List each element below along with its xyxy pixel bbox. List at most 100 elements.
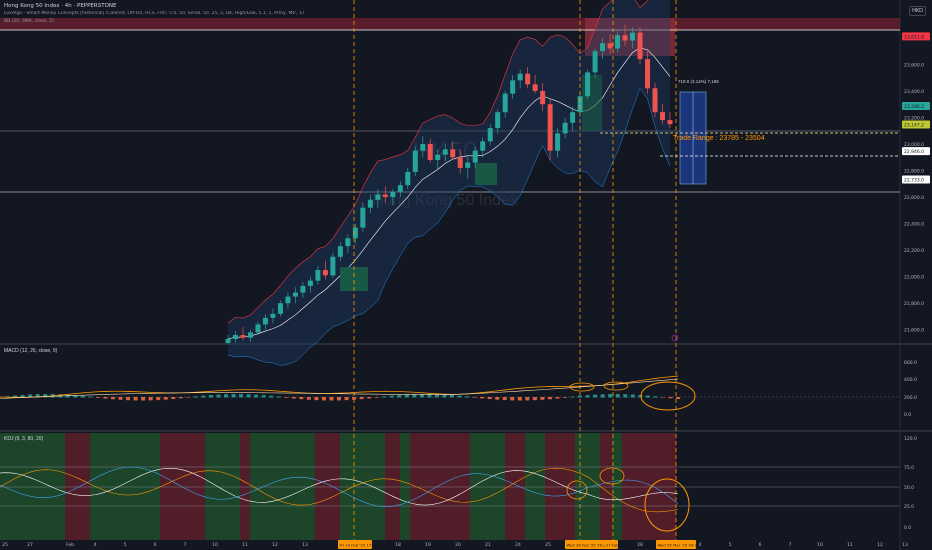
time-highlight-label: Fri 14 Feb '25 17:00: [340, 543, 378, 548]
macd-histogram-bar: [352, 397, 357, 400]
macd-histogram-bar: [269, 395, 274, 398]
candle-body: [405, 171, 411, 186]
macd-group: [0, 375, 680, 401]
macd-histogram-bar: [201, 395, 206, 398]
kdj-zone-stripe: [622, 433, 630, 540]
event-lines: [353, 0, 677, 540]
kdj-zone-stripe: [90, 433, 160, 540]
candle-body: [300, 285, 306, 293]
time-tick-label: 12: [272, 542, 278, 548]
macd-histogram-bar: [133, 397, 138, 401]
time-highlight-label: Wed 05 Mar '25 09:00: [658, 543, 701, 548]
macd-histogram-bar: [638, 394, 643, 398]
macd-histogram-bar: [585, 395, 590, 398]
candle-body: [510, 80, 516, 94]
candle-body: [562, 122, 568, 134]
time-tick-label: 13: [902, 542, 908, 548]
candle-body: [652, 88, 658, 113]
order-block-bull: [475, 163, 497, 185]
candle-body: [352, 227, 358, 239]
highlight-circle: [640, 381, 696, 411]
kdj-line: [0, 466, 679, 507]
candle-body: [360, 207, 366, 228]
macd-histogram-bar: [329, 397, 334, 401]
macd-histogram-bar: [299, 397, 304, 400]
time-tick-label: 12: [877, 542, 883, 548]
candle-body: [630, 32, 636, 41]
premium-zone-box: [585, 18, 675, 56]
time-highlight-label: Thu 27 Feb '25 09:00: [597, 543, 639, 548]
kdj-zone-stripe: [505, 433, 525, 540]
kdj-zone-stripe: [205, 433, 240, 540]
candle-body: [637, 32, 643, 60]
macd-histogram-bar: [246, 394, 251, 398]
time-tick-label: 5: [729, 542, 732, 548]
price-tick-label: 23,200.0: [904, 115, 924, 121]
time-tick-label: 6: [759, 542, 762, 548]
macd-histogram-bar: [578, 395, 583, 398]
candle-body: [615, 35, 621, 49]
time-highlight-label: Wed 26 Feb '25: [567, 543, 597, 548]
trade-range-label: Trade Range : 23785 - 23504: [673, 135, 765, 142]
bb-lower: [227, 87, 671, 366]
kdj-label: KDJ (9, 3, 80, 20): [4, 436, 44, 442]
candle-body: [262, 317, 268, 325]
macd-tick-label: 400.0: [904, 377, 917, 383]
candle-body: [270, 313, 276, 318]
highlight-circle: [566, 480, 588, 500]
price-tick-label: 23,000.0: [904, 142, 924, 148]
candle-body: [367, 199, 373, 208]
macd-line: [0, 375, 679, 398]
kdj-zone-stripe: [0, 433, 65, 540]
macd-histogram-bar: [28, 394, 33, 398]
time-tick-label: 5: [124, 542, 127, 548]
macd-histogram-bar: [374, 397, 379, 398]
time-tick-label: 25: [545, 542, 551, 548]
candle-body: [450, 149, 456, 158]
candle-body: [307, 280, 313, 286]
kdj-zone-stripe: [470, 433, 505, 540]
candle-body: [532, 84, 538, 91]
candle-body: [472, 150, 478, 163]
time-tick-label: 19: [425, 542, 431, 548]
time-tick-label: 4: [699, 542, 702, 548]
macd-histogram-bar: [337, 397, 341, 401]
candle-body: [487, 128, 493, 142]
time-tick-label: 6: [154, 542, 157, 548]
macd-histogram-bar: [457, 395, 462, 398]
time-highlight-badge: [596, 540, 618, 549]
price-tick-label: 22,400.0: [904, 222, 924, 228]
kdj-zone-stripe: [385, 433, 400, 540]
macd-histogram-bar: [20, 394, 25, 398]
bb-legend: BB (20, SMA, close, 2): [4, 19, 54, 24]
price-badge: [902, 120, 930, 129]
macd-histogram-bar: [13, 395, 18, 398]
macd-histogram-bar: [547, 397, 552, 400]
time-tick-label: 20: [455, 542, 461, 548]
time-tick-label: 11: [847, 542, 853, 548]
macd-histogram-bar: [186, 397, 191, 398]
currency-badge[interactable]: HKD: [909, 6, 926, 16]
macd-histogram-bar: [563, 397, 567, 398]
macd-histogram-bar: [276, 396, 281, 398]
kdj-axis: 120.0 75.0 50.0 25.0 0.0: [904, 436, 917, 531]
kdj-zone-stripe: [545, 433, 575, 540]
order-block-bull: [582, 75, 602, 131]
macd-histogram-bar: [653, 396, 658, 398]
macd-histogram-bar: [480, 397, 485, 399]
kdj-zone-stripe: [612, 433, 622, 540]
macd-histogram-bar: [80, 395, 85, 398]
kdj-line: [0, 467, 679, 513]
macd-histogram-bar: [442, 394, 447, 398]
macd-histogram-bar: [254, 394, 259, 398]
candle-body: [517, 73, 523, 81]
macd-histogram-bar: [321, 397, 326, 401]
macd-histogram-bar: [193, 396, 198, 398]
kdj-zone-stripe: [160, 433, 205, 540]
price-badge-label: 22,946.0: [904, 149, 924, 155]
candle-body: [420, 144, 426, 151]
macd-histogram-bar: [359, 397, 364, 400]
price-badge-label: 23,147.2: [904, 122, 924, 128]
candle-body: [465, 162, 471, 168]
macd-histogram-bar: [555, 397, 560, 399]
